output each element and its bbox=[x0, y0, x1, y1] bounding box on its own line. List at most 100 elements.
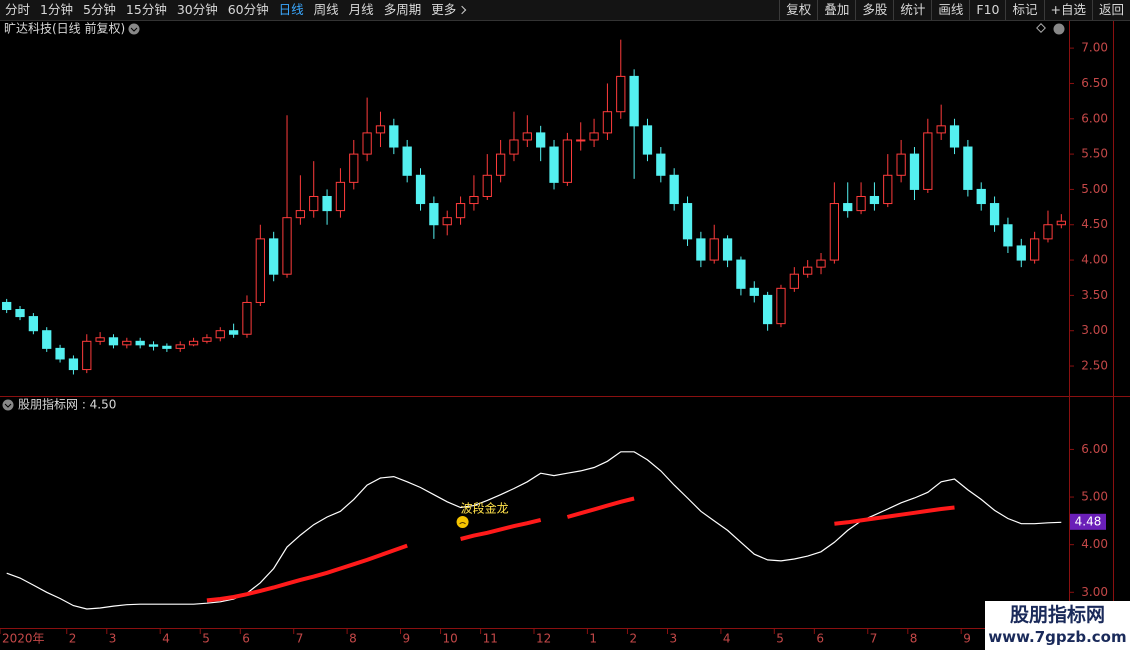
indicator-dropdown[interactable] bbox=[2, 399, 14, 411]
toolbar-button[interactable]: 分时 bbox=[5, 2, 31, 17]
candle-body bbox=[736, 259, 746, 289]
x-tick-label: 10 bbox=[443, 632, 458, 646]
toolbar-button[interactable]: 标记 bbox=[1005, 0, 1043, 20]
candle-body bbox=[415, 174, 426, 205]
watermark-title: 股朋指标网 bbox=[1009, 604, 1105, 626]
y-tick-label: 6.50 bbox=[1081, 76, 1108, 90]
panel-menu[interactable] bbox=[1053, 23, 1065, 35]
x-tick-label: 1 bbox=[589, 632, 597, 646]
annotation-text: 波段金龙 bbox=[461, 500, 509, 515]
y-tick-label: 4.50 bbox=[1081, 217, 1108, 231]
candle-body bbox=[803, 266, 813, 275]
y-tick-label: 6.00 bbox=[1081, 442, 1108, 456]
toolbar-button[interactable]: 多股 bbox=[855, 0, 893, 20]
title-dropdown[interactable] bbox=[128, 23, 140, 35]
candle-body bbox=[269, 238, 279, 275]
indicator-line bbox=[6, 451, 1062, 610]
candle-body bbox=[522, 132, 532, 141]
x-tick-label: 7 bbox=[296, 632, 304, 646]
x-tick-label: 2 bbox=[69, 632, 77, 646]
toolbar-button[interactable]: 多周期 bbox=[383, 2, 422, 17]
candle-body bbox=[135, 340, 145, 346]
candle-body bbox=[362, 132, 372, 155]
candle-body bbox=[642, 125, 653, 155]
diamond-icon[interactable] bbox=[1036, 23, 1046, 33]
candle-body bbox=[28, 316, 39, 332]
candle-body bbox=[896, 153, 906, 176]
toolbar-button[interactable]: 复权 bbox=[779, 0, 817, 20]
candle-body bbox=[576, 139, 586, 142]
x-tick-label: 3 bbox=[670, 632, 678, 646]
toolbar-button[interactable]: 周线 bbox=[313, 2, 339, 17]
candle-body bbox=[923, 132, 933, 190]
toolbar-button[interactable]: 60分钟 bbox=[227, 2, 269, 17]
dropdown-arrow bbox=[4, 403, 12, 408]
y-tick-label: 5.00 bbox=[1081, 490, 1108, 504]
toolbar-button[interactable]: 5分钟 bbox=[82, 2, 116, 17]
toolbar-button[interactable]: 30分钟 bbox=[176, 2, 218, 17]
candle-body bbox=[856, 195, 866, 212]
watermark: 股朋指标网 www.7gpzb.com bbox=[985, 601, 1130, 650]
candle-body bbox=[242, 301, 252, 335]
toolbar-button[interactable]: 画线 bbox=[931, 0, 969, 20]
y-tick-label: 2.50 bbox=[1081, 359, 1108, 373]
y-tick-label: 4.00 bbox=[1081, 537, 1108, 551]
x-tick-label: 2 bbox=[629, 632, 637, 646]
candle-body bbox=[1003, 224, 1013, 247]
toolbar-button[interactable]: 返回 bbox=[1091, 0, 1130, 20]
toolbar-button[interactable]: 叠加 bbox=[817, 0, 855, 20]
candle-body bbox=[829, 203, 840, 261]
candle-body bbox=[495, 153, 506, 176]
toolbar-button[interactable]: 统计 bbox=[893, 0, 931, 20]
candle-body bbox=[282, 217, 292, 275]
candle-body bbox=[429, 203, 439, 226]
candle-body bbox=[1043, 224, 1053, 240]
x-tick-label: 8 bbox=[349, 632, 357, 646]
candle-body bbox=[295, 210, 306, 219]
candle-body bbox=[909, 153, 920, 190]
candle-body bbox=[963, 146, 973, 190]
x-tick-label: 5 bbox=[776, 632, 784, 646]
candle-body bbox=[215, 330, 225, 339]
indicator-title: 股朋指标网 : 4.50 bbox=[18, 397, 116, 412]
y-tick-label: 7.00 bbox=[1081, 41, 1108, 55]
chart-title: 旷达科技(日线 前复权) bbox=[4, 21, 125, 36]
candle-body bbox=[442, 217, 452, 226]
candle-body bbox=[42, 330, 52, 349]
candle-body bbox=[1056, 220, 1066, 226]
candle-body bbox=[936, 125, 946, 134]
candle-body bbox=[2, 301, 12, 311]
candle-body bbox=[482, 174, 492, 197]
candle-body bbox=[883, 174, 893, 205]
candle-body bbox=[722, 238, 733, 261]
toolbar-button[interactable]: 15分钟 bbox=[125, 2, 167, 17]
last-value-tag bbox=[1070, 513, 1106, 530]
signal-line bbox=[206, 496, 955, 603]
x-tick-label: 9 bbox=[963, 632, 971, 646]
toolbar-button[interactable]: 更多 bbox=[426, 0, 470, 20]
candle-body bbox=[309, 195, 319, 212]
toolbar-button[interactable]: 1分钟 bbox=[40, 2, 73, 17]
toolbar-button[interactable]: 月线 bbox=[348, 2, 374, 17]
candle-body bbox=[1029, 238, 1040, 261]
candle-body bbox=[589, 132, 599, 141]
x-tick-label: 6 bbox=[816, 632, 824, 646]
candle-body bbox=[509, 139, 519, 155]
toolbar-button[interactable]: +自选 bbox=[1043, 0, 1092, 20]
candle-body bbox=[255, 238, 265, 303]
x-tick-label: 2020年 bbox=[2, 632, 45, 646]
toolbar-button[interactable]: 日线 bbox=[278, 2, 304, 17]
candle-body bbox=[709, 238, 719, 261]
candle-body bbox=[469, 195, 479, 205]
toolbar-button[interactable]: F10 bbox=[969, 0, 1005, 20]
candle-body bbox=[108, 337, 119, 346]
candle-body bbox=[228, 330, 239, 335]
candle-body bbox=[389, 125, 399, 148]
candle-body bbox=[162, 345, 172, 349]
x-tick-label: 9 bbox=[403, 632, 411, 646]
x-tick-label: 8 bbox=[910, 632, 918, 646]
candle-body bbox=[375, 125, 386, 134]
candle-body bbox=[549, 146, 559, 183]
candle-body bbox=[616, 75, 626, 113]
